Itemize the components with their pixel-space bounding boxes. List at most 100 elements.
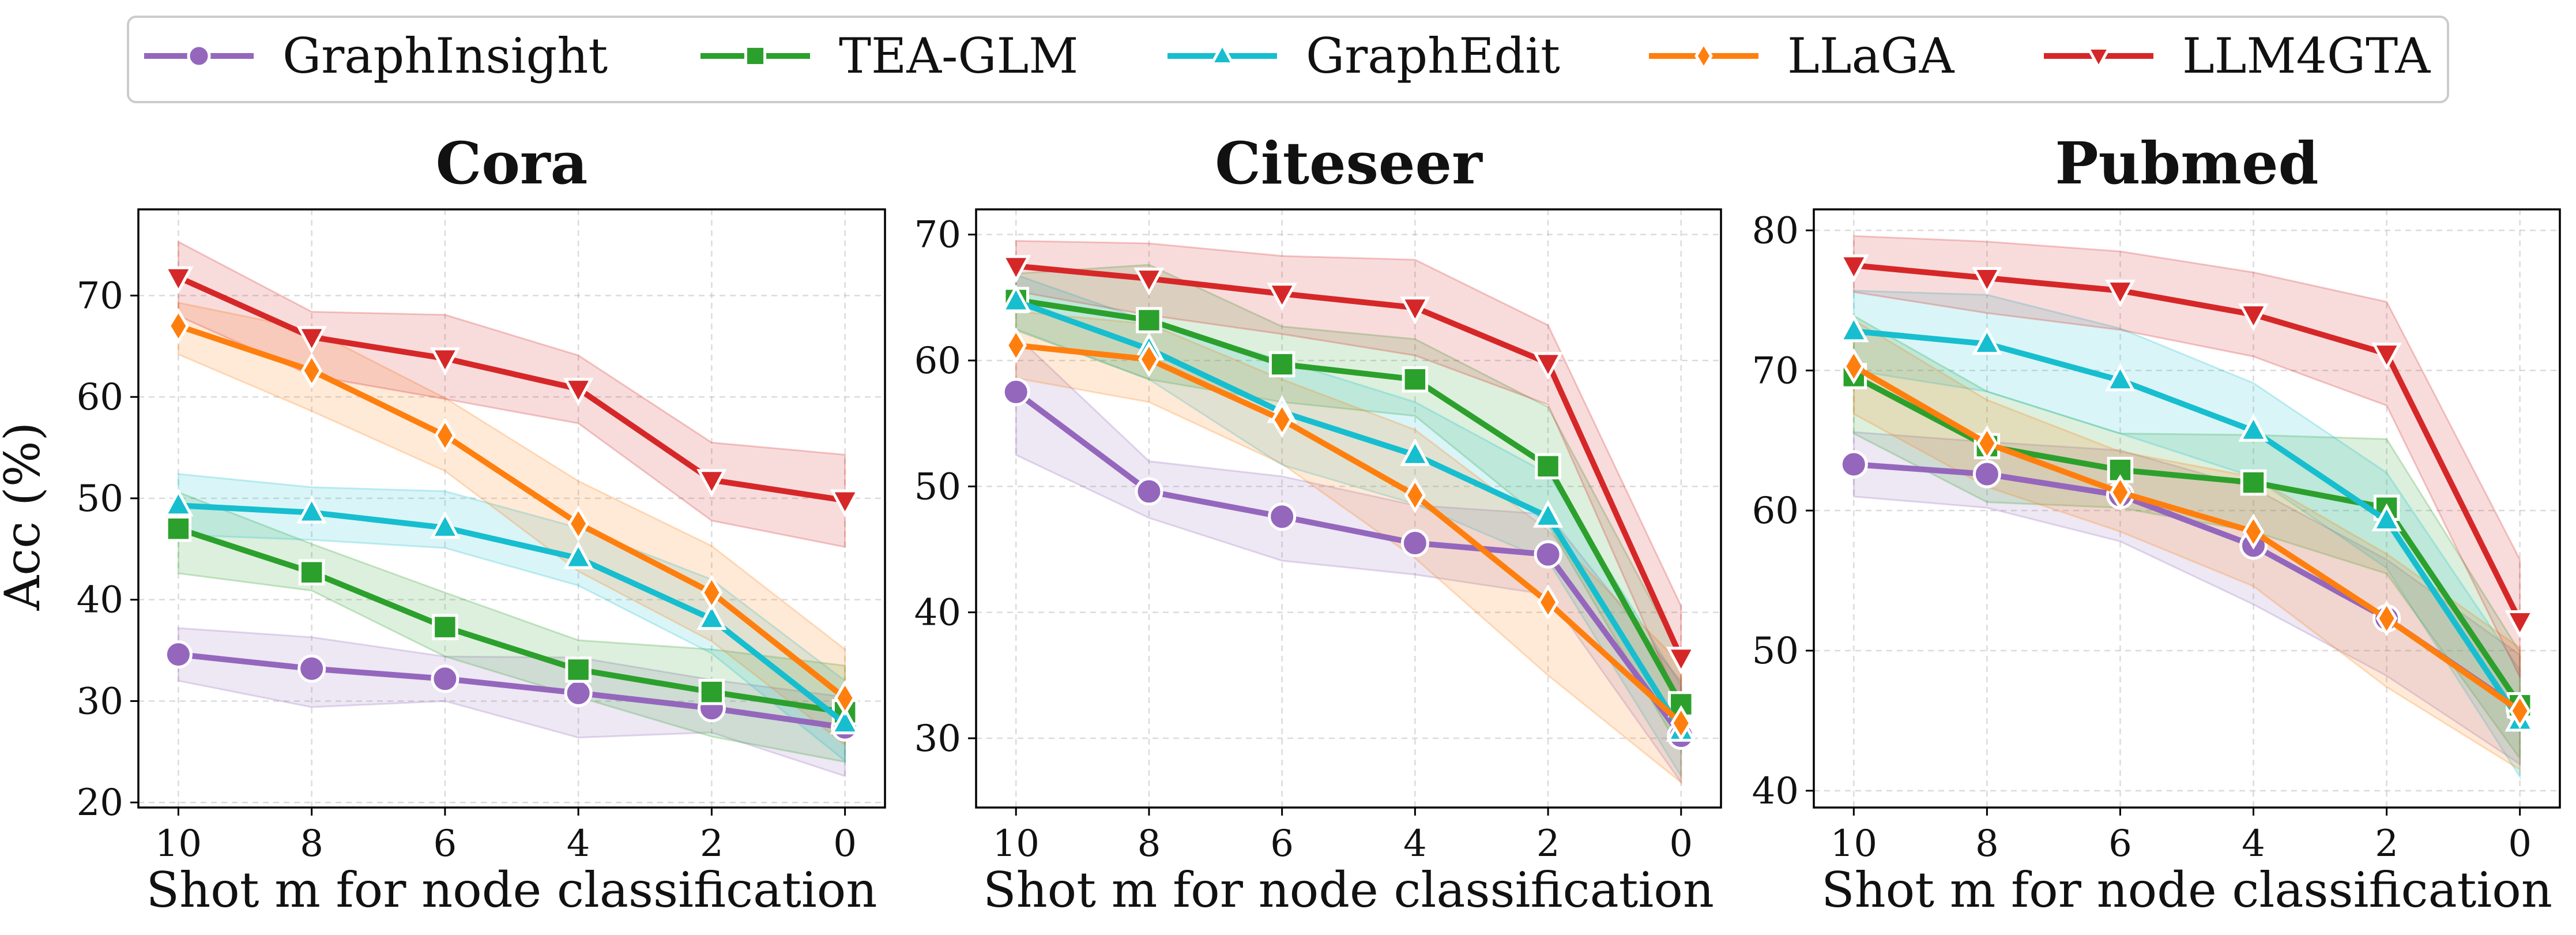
series-llm4gta <box>1839 254 2535 639</box>
point-llaga <box>1670 705 1692 741</box>
plot-frame <box>1813 208 2561 809</box>
line-graphedit <box>175 502 848 727</box>
series-llaga <box>1843 348 2531 729</box>
point-graphinsight <box>564 678 593 707</box>
series-llaga <box>1005 327 1692 741</box>
line-llm4gta <box>175 274 848 504</box>
y-tick-label: 70 <box>1752 350 1799 392</box>
point-graphinsight <box>297 654 326 683</box>
point-llm4gta <box>1666 647 1696 675</box>
line-llaga <box>175 323 848 701</box>
y-tick-label: 70 <box>77 275 123 317</box>
legend-marker-llaga <box>1694 40 1713 72</box>
point-llaga <box>1005 327 1027 364</box>
point-llaga <box>567 505 589 542</box>
point-llaga <box>1404 477 1426 513</box>
point-llm4gta <box>163 266 194 295</box>
y-tick-label: 60 <box>914 340 961 382</box>
point-tea-glm <box>698 678 725 705</box>
series-graphedit <box>1839 314 2535 732</box>
x-tick-label: 10 <box>1831 823 1877 865</box>
point-graphinsight <box>164 640 193 669</box>
point-graphedit <box>2371 503 2402 532</box>
line-llaga <box>1013 342 1684 726</box>
legend-marker-llm4gta <box>2085 47 2112 71</box>
point-llm4gta <box>2371 343 2402 371</box>
point-graphedit <box>1532 500 1564 528</box>
point-llaga <box>300 352 323 389</box>
x-tick-label: 8 <box>1138 823 1161 865</box>
y-tick-label: 70 <box>914 214 961 257</box>
legend-entry-graphedit: GraphEdit <box>1168 28 1560 84</box>
line-llm4gta <box>1013 263 1684 661</box>
x-tick-label: 0 <box>1669 823 1693 865</box>
legend-marker-tea-glm <box>744 44 767 67</box>
y-tick-label: 50 <box>77 478 123 520</box>
point-tea-glm <box>1402 366 1429 393</box>
point-graphedit <box>1972 326 2002 355</box>
point-llm4gta <box>1133 268 1165 296</box>
series-graphedit <box>163 488 860 735</box>
band-graphinsight <box>177 627 846 778</box>
point-llm4gta <box>1267 283 1297 311</box>
point-graphedit <box>296 495 327 524</box>
point-graphinsight <box>1135 477 1163 506</box>
line-graphedit <box>1851 328 2523 724</box>
x-axis-label: Shot m for node classification <box>983 862 1714 918</box>
point-graphinsight <box>1839 450 1868 479</box>
legend-marker-graphinsight <box>187 44 211 68</box>
x-tick-label: 6 <box>434 823 457 865</box>
point-graphedit <box>430 510 461 539</box>
legend-label-llm4gta: LLM4GTA <box>2182 28 2431 84</box>
band-tea-glm <box>177 491 846 763</box>
plot-frame <box>137 208 886 809</box>
plot-frame <box>975 208 1722 809</box>
point-graphinsight <box>1268 502 1297 531</box>
point-graphedit <box>1839 314 1869 343</box>
x-axis-label: Shot m for node classification <box>1821 862 2552 918</box>
point-graphedit <box>1001 284 1031 313</box>
point-tea-glm <box>432 614 458 640</box>
x-tick-label: 2 <box>700 823 724 865</box>
panel-title: Pubmed <box>2055 129 2318 197</box>
point-llm4gta <box>1839 254 1869 283</box>
legend-marker-graphedit <box>1209 41 1236 65</box>
point-graphedit <box>2238 414 2269 442</box>
point-graphedit <box>1400 438 1430 466</box>
point-tea-glm <box>1268 351 1295 378</box>
point-llaga <box>701 574 723 611</box>
panel-title: Cora <box>436 129 588 197</box>
point-llaga <box>2242 513 2265 550</box>
point-llm4gta <box>563 378 594 406</box>
line-tea-glm <box>1851 373 2523 708</box>
legend-label-graphedit: GraphEdit <box>1306 28 1560 84</box>
point-graphedit <box>2105 363 2136 392</box>
band-graphinsight <box>1852 431 2521 766</box>
x-tick-label: 4 <box>2242 823 2265 865</box>
x-tick-label: 8 <box>1975 823 1999 865</box>
legend-entry-graphinsight: GraphInsight <box>144 28 608 84</box>
point-llaga <box>167 307 190 344</box>
series-llaga <box>167 307 856 716</box>
point-graphinsight <box>431 664 460 693</box>
line-tea-glm <box>175 525 848 715</box>
y-tick-label: 30 <box>914 718 961 760</box>
y-tick-label: 40 <box>914 592 961 634</box>
x-tick-label: 2 <box>1536 823 1560 865</box>
point-tea-glm <box>165 515 192 542</box>
legend-entry-llaga: LLaGA <box>1649 28 1955 84</box>
series-graphedit <box>1001 284 1696 742</box>
point-llaga <box>1138 341 1160 378</box>
legend: GraphInsight TEA-GLM GraphEdit LLaGA LLM4GTA <box>127 16 2449 103</box>
x-tick-label: 10 <box>155 823 202 865</box>
point-llaga <box>2509 693 2531 729</box>
point-llaga <box>834 679 856 716</box>
x-axis-label: Shot m for node classification <box>146 862 878 918</box>
point-llm4gta <box>1400 296 1430 325</box>
series-llm4gta <box>1001 255 1696 675</box>
x-tick-label: 4 <box>1403 823 1427 865</box>
line-graphinsight <box>1013 389 1684 739</box>
point-graphinsight <box>1534 540 1562 569</box>
point-graphinsight <box>1001 378 1030 407</box>
